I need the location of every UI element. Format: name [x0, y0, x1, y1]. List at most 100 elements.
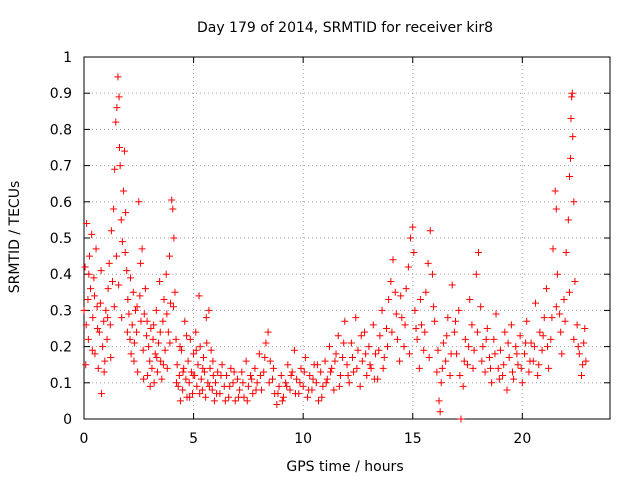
- data-point: [143, 317, 151, 325]
- data-point: [516, 332, 524, 340]
- data-point: [334, 332, 342, 340]
- data-point: [456, 372, 464, 380]
- data-point: [157, 357, 165, 365]
- data-point: [162, 270, 170, 278]
- data-point: [457, 415, 465, 423]
- y-tick-label: 0.4: [50, 267, 72, 283]
- data-point: [104, 314, 112, 322]
- data-point: [539, 332, 547, 340]
- data-point: [243, 397, 251, 405]
- data-point: [135, 198, 143, 206]
- data-point: [126, 274, 134, 282]
- data-point: [251, 364, 259, 372]
- data-point: [300, 368, 308, 376]
- data-point: [218, 361, 226, 369]
- data-point: [560, 296, 568, 304]
- data-point: [564, 216, 572, 224]
- data-point: [153, 368, 161, 376]
- data-point: [391, 288, 399, 296]
- data-point: [142, 332, 150, 340]
- data-point: [552, 303, 560, 311]
- data-point: [344, 372, 352, 380]
- data-point: [402, 285, 410, 293]
- data-point: [350, 368, 358, 376]
- data-point: [491, 350, 499, 358]
- data-point: [376, 332, 384, 340]
- data-point: [101, 357, 109, 365]
- data-point: [178, 346, 186, 354]
- data-point: [367, 364, 375, 372]
- data-point: [392, 310, 400, 318]
- data-point: [370, 375, 378, 383]
- data-point: [542, 285, 550, 293]
- data-point: [504, 339, 512, 347]
- data-point: [125, 310, 133, 318]
- data-point: [159, 317, 167, 325]
- data-point: [247, 372, 255, 380]
- data-point: [202, 314, 210, 322]
- data-point: [545, 364, 553, 372]
- data-point: [123, 267, 131, 275]
- data-point: [407, 234, 415, 242]
- data-point: [118, 238, 126, 246]
- data-point: [521, 350, 529, 358]
- data-point: [578, 372, 586, 380]
- y-tick-label: 0: [63, 412, 72, 428]
- data-point: [106, 321, 114, 329]
- data-point: [88, 346, 96, 354]
- data-point: [283, 382, 291, 390]
- y-tick-label: 1: [63, 50, 72, 66]
- data-point: [266, 357, 274, 365]
- data-point: [160, 296, 168, 304]
- data-point: [397, 292, 405, 300]
- data-point: [409, 223, 417, 231]
- data-point: [137, 259, 145, 267]
- data-point: [153, 353, 161, 361]
- data-point: [140, 310, 148, 318]
- data-point: [363, 372, 371, 380]
- data-point: [354, 346, 362, 354]
- data-point: [242, 357, 250, 365]
- data-point: [413, 335, 421, 343]
- data-point: [573, 321, 581, 329]
- data-point: [155, 339, 163, 347]
- x-tick-label: 5: [189, 431, 198, 447]
- data-point: [117, 216, 125, 224]
- data-point: [115, 281, 123, 289]
- data-point: [261, 353, 269, 361]
- data-point: [341, 317, 349, 325]
- data-point: [104, 285, 112, 293]
- data-point: [236, 386, 244, 394]
- data-point: [547, 335, 555, 343]
- data-point: [388, 328, 396, 336]
- data-point: [171, 288, 179, 296]
- data-point: [129, 288, 137, 296]
- data-point: [100, 317, 108, 325]
- data-point: [249, 390, 257, 398]
- data-point: [118, 314, 126, 322]
- data-point: [522, 339, 530, 347]
- data-point: [116, 162, 124, 170]
- y-tick-label: 0.1: [50, 376, 72, 392]
- data-point: [410, 248, 418, 256]
- data-point: [581, 325, 589, 332]
- data-point: [165, 252, 173, 260]
- data-point: [225, 393, 233, 401]
- data-point: [196, 343, 204, 351]
- data-point: [102, 306, 110, 314]
- data-point: [169, 303, 177, 311]
- data-point: [96, 299, 104, 307]
- data-point: [111, 165, 119, 173]
- data-point: [433, 368, 441, 376]
- data-point: [170, 234, 178, 242]
- data-point: [175, 372, 183, 380]
- data-point: [94, 325, 102, 332]
- data-point: [514, 361, 522, 369]
- data-point: [204, 379, 212, 387]
- data-point: [387, 277, 395, 285]
- data-point: [238, 368, 246, 376]
- data-point: [473, 328, 481, 336]
- data-point: [192, 346, 200, 354]
- data-point: [291, 390, 299, 398]
- data-point: [197, 375, 205, 383]
